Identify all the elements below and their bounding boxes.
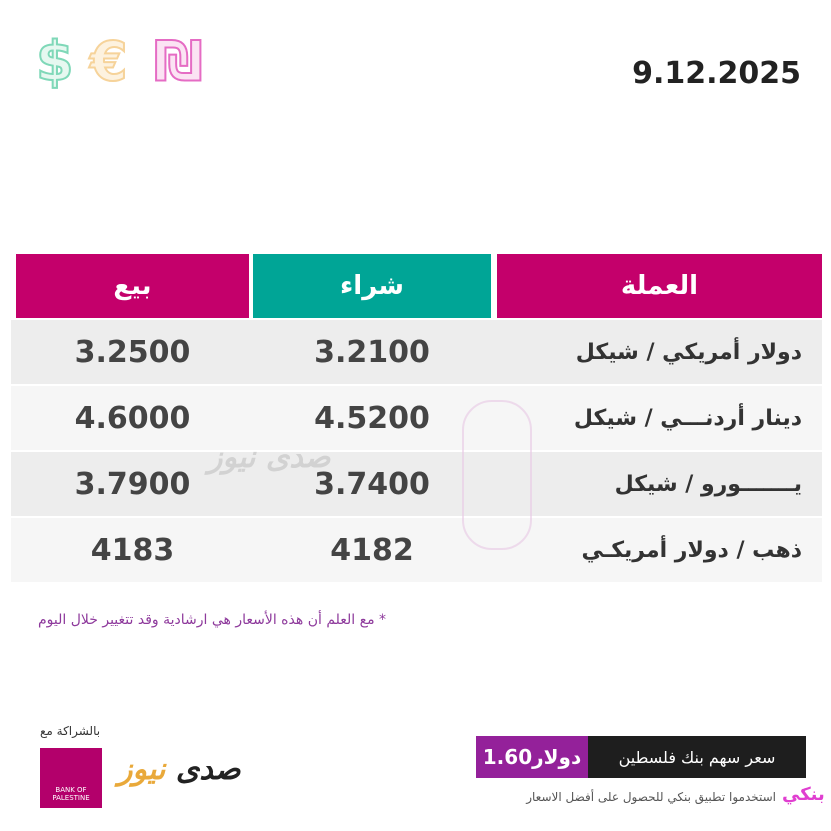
sell-value: 3.7900 — [74, 466, 191, 502]
table-row: 4.6000 4.5200 دينار أردنـــي / شيكل — [11, 386, 822, 450]
bank-of-palestine-logo: BANK OF PALESTINE — [40, 748, 102, 808]
column-header-sell: بيع — [16, 254, 249, 318]
bank-watermark — [462, 400, 532, 550]
table-row: 3.7900 3.7400 يـــــــورو / شيكل — [11, 452, 822, 516]
sell-value: 3.2500 — [74, 334, 191, 370]
currency-name: دولار أمريكي / شيكل — [575, 339, 802, 365]
table-row: 3.2500 3.2100 دولار أمريكي / شيكل — [11, 320, 822, 384]
sell-value: 4.6000 — [74, 400, 191, 436]
table-row: 4183 4182 ذهب / دولار أمريكـي — [11, 518, 822, 582]
share-value: 1.60دولار — [476, 736, 588, 778]
dollar-icon: $ — [35, 29, 75, 94]
column-header-buy: شراء — [253, 254, 491, 318]
buy-value: 3.7400 — [314, 466, 430, 502]
sell-value: 4183 — [90, 532, 175, 568]
partnership-label: بالشراكة مع — [40, 724, 101, 738]
date: 9.12.2025 — [632, 56, 801, 91]
share-price-banner: 1.60دولار سعر سهم بنك فلسطين — [476, 736, 806, 778]
sada-news-logo: صدى نيوز — [118, 752, 241, 787]
currency-name: ذهب / دولار أمريكـي — [581, 537, 802, 563]
buy-value: 4182 — [330, 532, 414, 568]
news-watermark: صدى نيوز — [208, 440, 331, 475]
share-label: سعر سهم بنك فلسطين — [588, 736, 806, 778]
currency-name: دينار أردنـــي / شيكل — [573, 405, 802, 431]
banki-app-logo: بنكي — [782, 784, 825, 805]
column-header-currency: العملة — [497, 254, 822, 318]
buy-value: 4.5200 — [314, 400, 430, 436]
app-promo-text: استخدموا تطبيق بنكي للحصول على أفضل الاس… — [526, 790, 776, 804]
shekel-icon: ₪ — [153, 29, 204, 94]
buy-value: 3.2100 — [314, 334, 430, 370]
currency-name: يـــــــورو / شيكل — [614, 471, 802, 497]
disclaimer-note: * مع العلم أن هذه الأسعار هي ارشادية وقد… — [38, 612, 387, 628]
euro-icon: € — [89, 29, 129, 94]
